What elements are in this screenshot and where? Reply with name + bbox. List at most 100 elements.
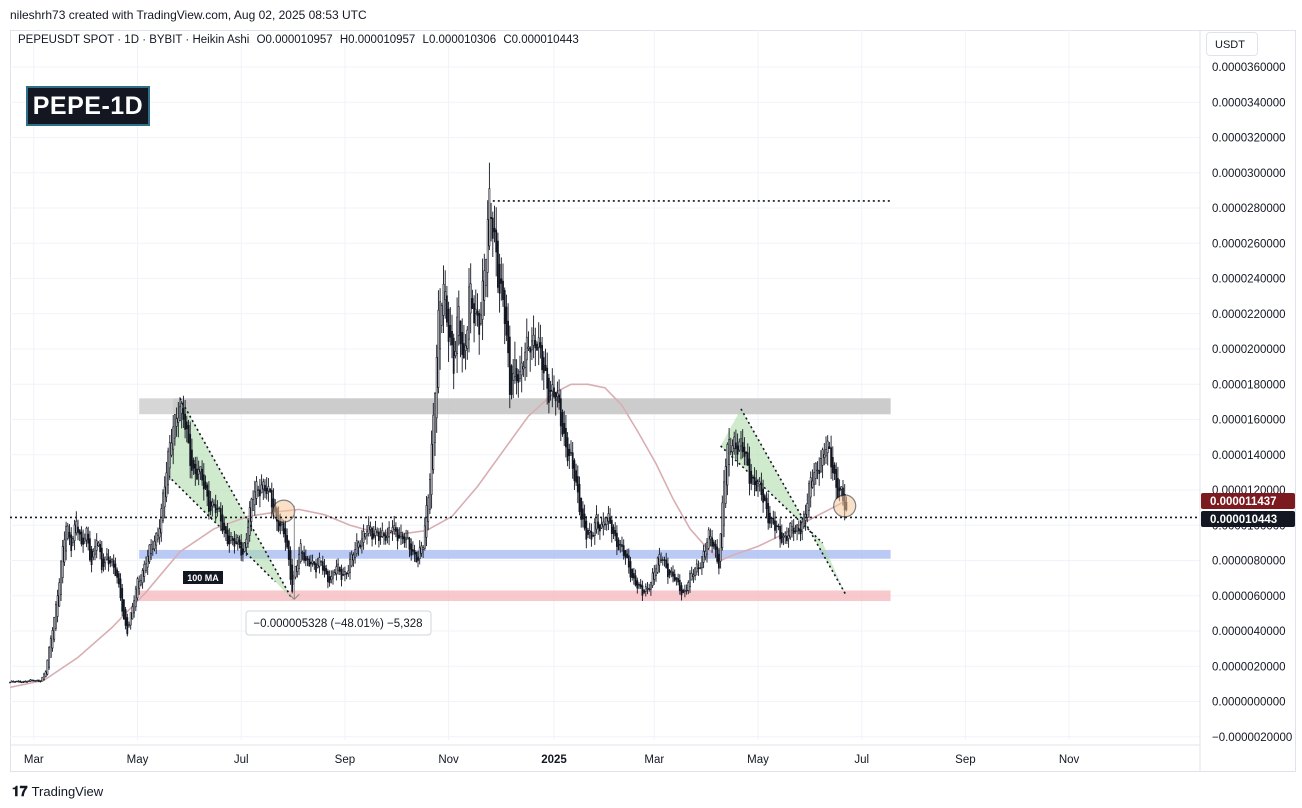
- candle-body: [632, 573, 635, 579]
- candle-body: [134, 588, 137, 608]
- candle-body: [350, 553, 353, 567]
- candle-body: [231, 538, 234, 540]
- candle-body: [760, 482, 763, 496]
- candle-body: [655, 568, 657, 577]
- candle-body: [537, 337, 540, 348]
- ma-price-tag: [1201, 493, 1295, 509]
- candle-body: [85, 527, 88, 541]
- candle-body: [593, 522, 596, 536]
- candle-body: [748, 458, 751, 484]
- candle-body: [355, 540, 358, 554]
- candle-body: [12, 681, 15, 683]
- candle-body: [117, 573, 120, 585]
- candle-body: [835, 469, 838, 488]
- candle-body: [469, 283, 472, 314]
- candle-body: [396, 529, 399, 542]
- candle-body: [502, 280, 504, 300]
- candle-body: [699, 567, 702, 569]
- currency-button[interactable]: USDT: [1206, 32, 1258, 56]
- candle-body: [265, 487, 268, 494]
- candle-body: [267, 486, 270, 492]
- candle-body: [332, 571, 334, 579]
- candle-body: [148, 544, 151, 562]
- candle-body: [119, 578, 122, 599]
- candle-body: [388, 527, 391, 538]
- candle-body: [262, 481, 265, 490]
- candle-body: [649, 581, 652, 590]
- candle-body: [445, 295, 448, 323]
- candle-body: [357, 542, 360, 548]
- candle-body: [437, 309, 440, 388]
- candle-body: [483, 270, 486, 301]
- candle-body: [54, 604, 57, 629]
- candle-body: [196, 468, 198, 480]
- candle-body: [162, 492, 164, 522]
- candle-body: [468, 286, 470, 340]
- symbol-name[interactable]: PEPEUSDT SPOT · 1D · BYBIT · Heikin Ashi: [18, 34, 250, 46]
- candle-body: [326, 571, 329, 582]
- candle-body: [112, 560, 115, 568]
- candle-body: [296, 565, 299, 572]
- candle-body: [425, 505, 428, 538]
- ohlc-high: H0.000010957: [339, 34, 416, 46]
- candle-body: [570, 452, 572, 454]
- candle-body: [201, 468, 204, 481]
- candle-body: [66, 525, 69, 539]
- candle-body: [726, 444, 729, 486]
- candle-body: [343, 570, 346, 576]
- candle-body: [500, 278, 503, 284]
- candle-body: [486, 219, 489, 273]
- candle-body: [643, 590, 646, 593]
- candle-body: [39, 680, 42, 683]
- candle-body: [432, 414, 435, 470]
- candle-body: [711, 537, 714, 547]
- candle-body: [801, 521, 804, 532]
- candle-body: [765, 497, 768, 510]
- candle-body: [449, 324, 452, 338]
- candle-body: [58, 582, 61, 607]
- candle-body: [700, 556, 703, 569]
- candle-body: [648, 588, 651, 591]
- y-tick-label: 0.0000180000: [1212, 379, 1286, 391]
- candle-body: [757, 482, 759, 487]
- candle-body: [95, 540, 98, 551]
- y-tick-label: 0.0000040000: [1212, 626, 1286, 638]
- candle-body: [389, 530, 392, 533]
- candle-body: [564, 427, 567, 448]
- chart-attribution: nileshrh73 created with TradingView.com,…: [10, 8, 367, 22]
- candle-body: [41, 676, 44, 682]
- candle-body: [716, 546, 719, 562]
- candle-body: [602, 521, 605, 527]
- candle-body: [340, 568, 343, 580]
- candle-body: [530, 340, 533, 351]
- candle-body: [189, 433, 192, 466]
- candle-body: [393, 525, 396, 530]
- candle-body: [840, 486, 843, 490]
- candle-body: [230, 536, 232, 541]
- tradingview-brand[interactable]: TradingView: [31, 783, 104, 799]
- candle-body: [238, 539, 241, 546]
- candle-body: [493, 227, 496, 233]
- candle-body: [478, 312, 481, 335]
- candle-body: [672, 571, 674, 577]
- candle-body: [72, 538, 74, 544]
- candle-body: [830, 447, 833, 468]
- candle-body: [503, 290, 506, 324]
- candle-body: [544, 364, 547, 371]
- candle-body: [517, 374, 520, 383]
- candle-body: [745, 451, 748, 454]
- candle-body: [240, 541, 243, 556]
- candle-body: [724, 466, 727, 504]
- candle-body: [49, 638, 52, 658]
- candle-body: [785, 535, 788, 542]
- candle-body: [211, 501, 214, 507]
- y-tick-label: 0.0000140000: [1212, 450, 1286, 462]
- candle-body: [141, 570, 144, 584]
- chart-frame: [10, 30, 1296, 772]
- candle-body: [573, 460, 576, 481]
- y-tick-label: 0.0000220000: [1212, 309, 1286, 321]
- candle-body: [777, 525, 780, 528]
- candle-body: [809, 477, 812, 498]
- candle-body: [289, 550, 292, 580]
